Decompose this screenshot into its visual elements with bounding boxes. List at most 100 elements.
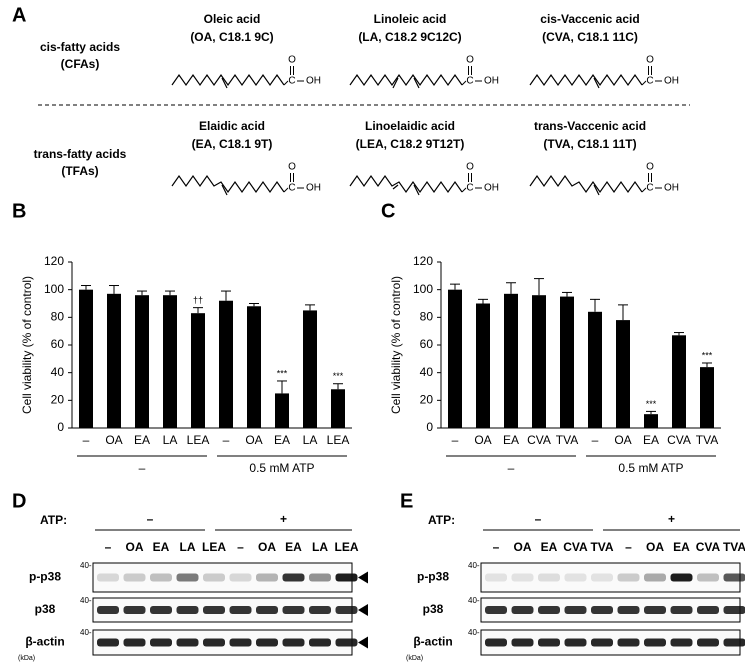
bar bbox=[275, 393, 289, 428]
lane-label: OA bbox=[258, 540, 276, 554]
row-label: p38 bbox=[423, 602, 444, 616]
bond bbox=[641, 80, 647, 86]
band bbox=[176, 606, 199, 614]
row-label: p38 bbox=[35, 602, 56, 616]
marker-label: 40- bbox=[80, 596, 92, 605]
lane-label: LA bbox=[180, 540, 196, 554]
marker-label: 40- bbox=[80, 628, 92, 637]
lane-label: EA bbox=[673, 540, 690, 554]
hydroxyl: OH bbox=[664, 183, 679, 194]
bar bbox=[135, 295, 149, 428]
x-tick-label: LA bbox=[163, 433, 178, 447]
y-tick-label: 40 bbox=[420, 365, 434, 379]
bar bbox=[560, 296, 574, 428]
panel-label: C bbox=[381, 200, 395, 222]
chain bbox=[171, 174, 285, 194]
row-label: (TFAs) bbox=[61, 164, 98, 178]
double-bond bbox=[593, 77, 600, 89]
lane-label: – bbox=[625, 540, 632, 554]
lane-label: TVA bbox=[590, 540, 613, 554]
row-label: (CFAs) bbox=[61, 57, 100, 71]
acid-name: cis-Vaccenic acid bbox=[540, 12, 639, 26]
bar bbox=[476, 303, 490, 428]
row-label: β-actin bbox=[413, 635, 452, 649]
bond bbox=[461, 80, 467, 86]
band bbox=[309, 573, 331, 582]
y-axis-label: Cell viability (% of control) bbox=[389, 276, 403, 414]
hydroxyl: OH bbox=[664, 76, 679, 87]
band bbox=[723, 638, 745, 647]
double-bond bbox=[221, 184, 228, 196]
carbon: C bbox=[288, 76, 295, 87]
y-axis-label: Cell viability (% of control) bbox=[20, 276, 34, 414]
lane-label: EA bbox=[285, 540, 302, 554]
oxygen: O bbox=[288, 55, 296, 66]
acid-name: Elaidic acid bbox=[199, 119, 265, 133]
significance: *** bbox=[646, 399, 657, 409]
group-label: – bbox=[508, 461, 515, 475]
band bbox=[309, 606, 331, 614]
lane-label: EA bbox=[541, 540, 558, 554]
band bbox=[176, 638, 199, 647]
band bbox=[282, 606, 305, 614]
band bbox=[511, 573, 534, 582]
bar bbox=[191, 313, 205, 428]
marker-label: 40- bbox=[468, 561, 480, 570]
x-tick-label: LEA bbox=[187, 433, 210, 447]
panel-label: A bbox=[12, 4, 26, 26]
band bbox=[335, 573, 358, 582]
band bbox=[644, 638, 666, 647]
hydroxyl: OH bbox=[484, 183, 499, 194]
band bbox=[97, 573, 119, 582]
marker-label: 40- bbox=[80, 561, 92, 570]
y-tick-label: 120 bbox=[413, 254, 433, 268]
lane-label: – bbox=[237, 540, 244, 554]
y-tick-label: 20 bbox=[51, 393, 65, 407]
lane-label: LA bbox=[312, 540, 328, 554]
bar bbox=[247, 306, 261, 428]
marker-label: 40- bbox=[468, 596, 480, 605]
band-arrow bbox=[358, 571, 368, 584]
band bbox=[203, 573, 225, 582]
x-tick-label: OA bbox=[245, 433, 262, 447]
band bbox=[203, 638, 225, 647]
band bbox=[697, 606, 719, 614]
bar bbox=[504, 293, 518, 428]
x-tick-label: EA bbox=[643, 433, 659, 447]
double-bond bbox=[221, 77, 228, 89]
y-tick-label: 120 bbox=[44, 254, 64, 268]
y-tick-label: 80 bbox=[51, 310, 65, 324]
band bbox=[335, 638, 358, 647]
band bbox=[229, 573, 252, 582]
band bbox=[564, 606, 587, 614]
condition-label: – bbox=[535, 512, 542, 526]
blot-frame bbox=[92, 562, 353, 593]
band bbox=[723, 573, 745, 582]
x-tick-label: TVA bbox=[696, 433, 718, 447]
oxygen: O bbox=[288, 162, 296, 173]
x-tick-label: – bbox=[592, 433, 599, 447]
lane-label: CVA bbox=[563, 540, 588, 554]
band bbox=[123, 573, 146, 582]
lane-label: EA bbox=[153, 540, 170, 554]
lane-label: LEA bbox=[202, 540, 226, 554]
bar bbox=[448, 289, 462, 428]
lane-label: OA bbox=[514, 540, 532, 554]
band bbox=[617, 573, 640, 582]
y-tick-label: 20 bbox=[420, 393, 434, 407]
x-tick-label: OA bbox=[474, 433, 491, 447]
group-label: 0.5 mM ATP bbox=[249, 461, 314, 475]
x-tick-label: TVA bbox=[556, 433, 578, 447]
y-tick-label: 60 bbox=[51, 337, 65, 351]
oxygen: O bbox=[646, 55, 654, 66]
bar bbox=[644, 414, 658, 428]
band bbox=[335, 606, 358, 614]
band bbox=[538, 573, 560, 582]
x-tick-label: CVA bbox=[527, 433, 551, 447]
significance: *** bbox=[333, 371, 344, 381]
band-arrow bbox=[358, 604, 368, 616]
y-tick-label: 40 bbox=[51, 365, 65, 379]
bond bbox=[461, 187, 467, 193]
band bbox=[538, 606, 560, 614]
band bbox=[229, 638, 252, 647]
